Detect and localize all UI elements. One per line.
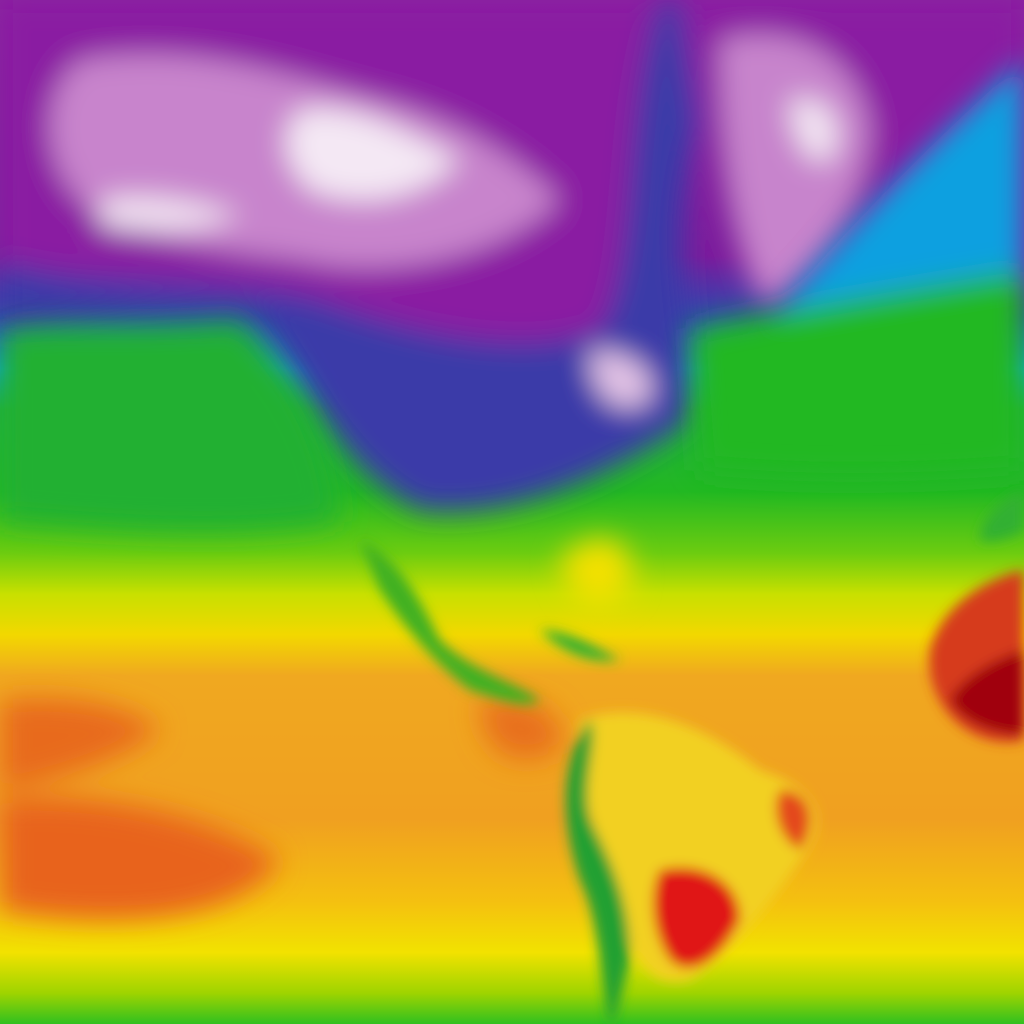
africa — [929, 490, 1024, 743]
tropics — [0, 538, 632, 920]
ocean-mid-latitudes — [0, 60, 1024, 532]
south-america — [566, 712, 817, 1024]
cold-region-north — [0, 0, 1024, 512]
central-america — [360, 540, 620, 705]
